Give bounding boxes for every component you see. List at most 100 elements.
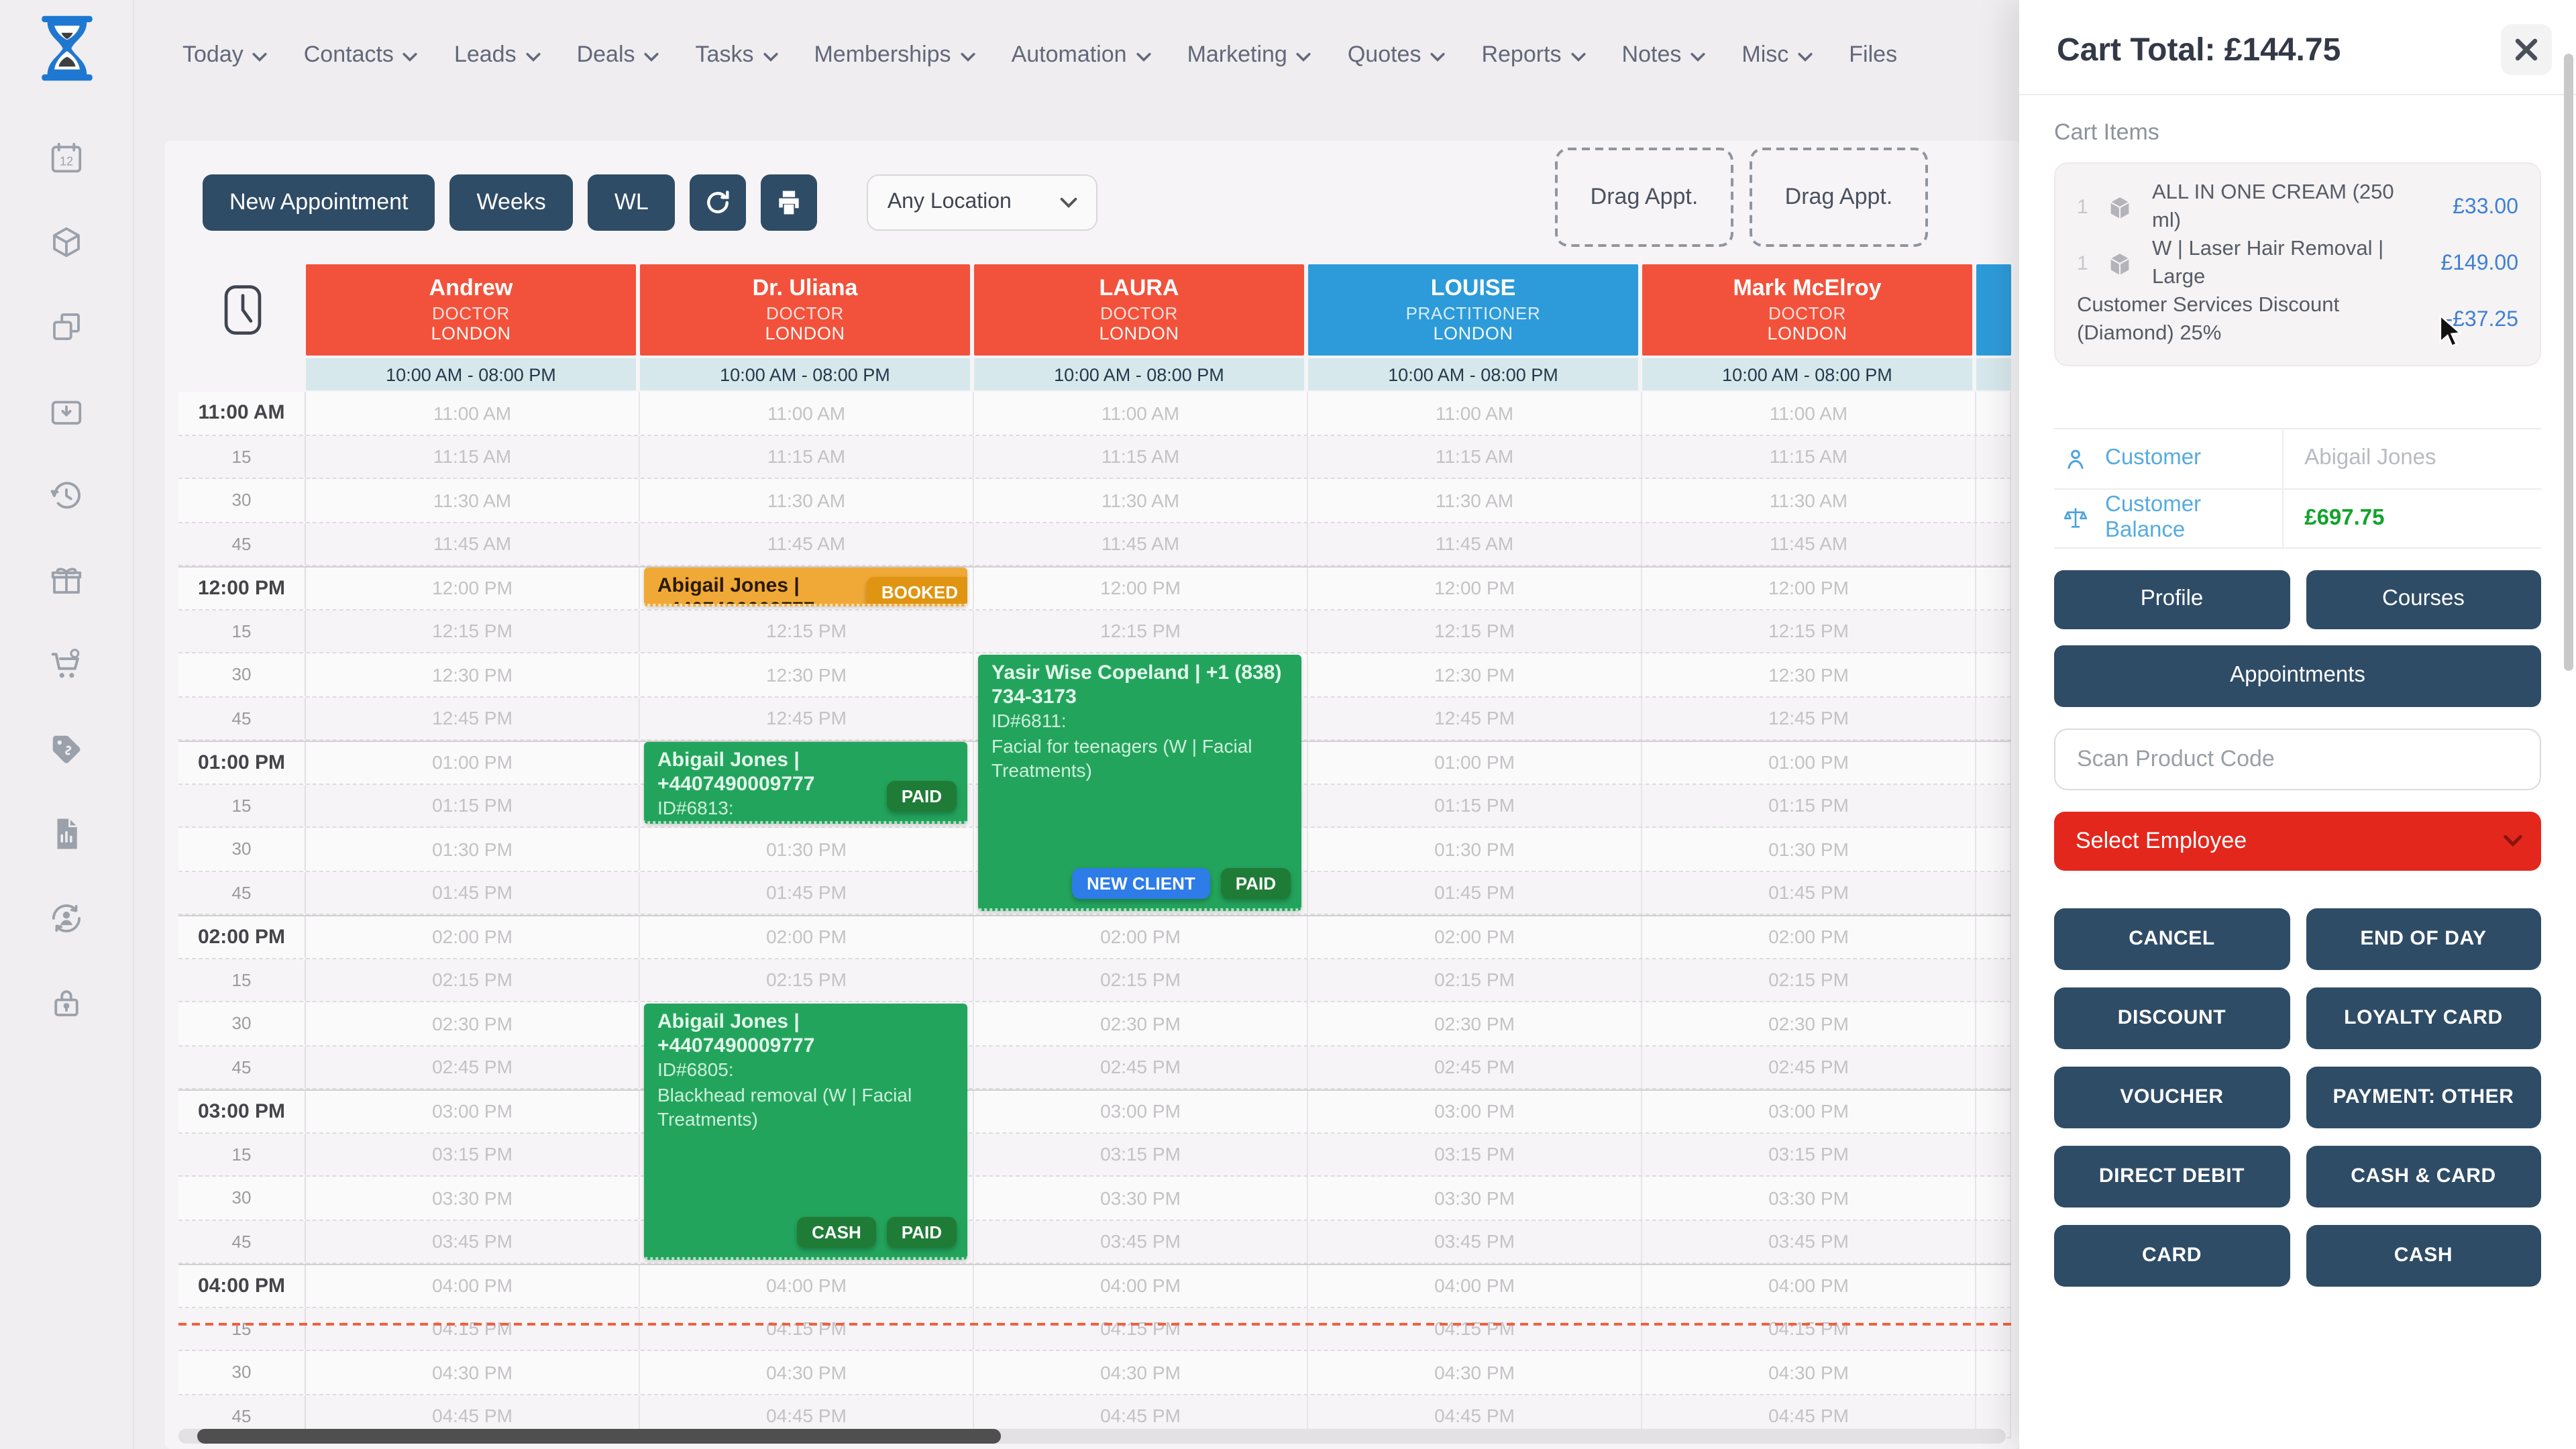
calendar-slot[interactable]: 01:30 PM (1642, 828, 1976, 870)
calendar-slot[interactable]: 04:45 PM (640, 1395, 974, 1437)
cart-item-row[interactable]: 1 ALL IN ONE CREAM (250 ml) £33.00 (2077, 180, 2518, 236)
calendar-slot[interactable]: 12:30 PM (306, 653, 640, 696)
calendar-slot[interactable]: 04:00 PM (974, 1265, 1308, 1306)
calendar-slot[interactable]: 11:15 AM (1642, 435, 1976, 478)
appointments-button[interactable]: Appointments (2054, 645, 2541, 707)
appointment[interactable]: Abigail Jones | +4407490009777ID#6813:La… (644, 742, 967, 824)
calendar-slot[interactable]: 11:15 AM (640, 435, 974, 478)
calendar-slot-partial[interactable] (1976, 1046, 2011, 1088)
staff-column-header[interactable]: Andrew DOCTOR LONDON (306, 264, 636, 356)
direct-debit-button[interactable]: DIRECT DEBIT (2054, 1145, 2290, 1208)
calendar-slot-partial[interactable] (1976, 959, 2011, 1001)
calendar-slot[interactable]: 03:45 PM (306, 1220, 640, 1263)
calendar-slot[interactable]: 04:00 PM (1642, 1265, 1976, 1306)
calendar-slot[interactable]: 12:15 PM (974, 610, 1308, 652)
select-employee-dropdown[interactable]: Select Employee (2054, 811, 2541, 871)
calendar-slot-partial[interactable] (1976, 523, 2011, 565)
calendar-slot[interactable]: 02:45 PM (306, 1046, 640, 1088)
calendar-slot[interactable]: 03:15 PM (1642, 1133, 1976, 1175)
calendar-slot[interactable]: 12:45 PM (1642, 697, 1976, 739)
nav-item-notes[interactable]: Notes (1622, 42, 1706, 68)
calendar-slot[interactable]: 02:00 PM (1308, 916, 1642, 957)
calendar-slot[interactable]: 04:30 PM (974, 1351, 1308, 1393)
customer-balance-row[interactable]: Customer Balance £697.75 (2054, 488, 2541, 547)
calendar-slot[interactable]: 02:00 PM (306, 916, 640, 957)
calendar-slot[interactable]: 11:00 AM (1642, 392, 1976, 434)
calendar-slot[interactable]: 01:45 PM (640, 871, 974, 914)
nav-item-memberships[interactable]: Memberships (814, 42, 975, 68)
end-of-day-button[interactable]: END OF DAY (2306, 908, 2541, 970)
calendar-slot[interactable]: 11:45 AM (306, 523, 640, 565)
calendar-slot[interactable]: 12:45 PM (1308, 697, 1642, 739)
calendar-slot[interactable]: 11:00 AM (974, 392, 1308, 434)
print-button[interactable] (761, 174, 818, 231)
calendar-slot[interactable]: 03:15 PM (974, 1133, 1308, 1175)
calendar-slot[interactable]: 02:45 PM (1308, 1046, 1642, 1088)
calendar-slot-partial[interactable] (1976, 1395, 2011, 1437)
staff-column-header[interactable] (1976, 264, 2011, 356)
calendar-slot[interactable]: 12:30 PM (1642, 653, 1976, 696)
cart-icon[interactable] (48, 647, 85, 683)
nav-item-quotes[interactable]: Quotes (1348, 42, 1446, 68)
calendar-slot[interactable]: 12:15 PM (1642, 610, 1976, 652)
calendar-slot[interactable]: 04:30 PM (1642, 1351, 1976, 1393)
cancel-button[interactable]: CANCEL (2054, 908, 2290, 970)
calendar-slot[interactable]: 02:45 PM (1642, 1046, 1976, 1088)
calendar-slot[interactable]: 04:30 PM (640, 1351, 974, 1393)
loyalty-card-button[interactable]: LOYALTY CARD (2306, 987, 2541, 1049)
drag-appointment-slot[interactable]: Drag Appt. (1555, 148, 1733, 247)
calendar-slot[interactable]: 01:30 PM (640, 828, 974, 870)
calendar-slot[interactable]: 11:45 AM (1308, 523, 1642, 565)
calendar-slot[interactable]: 01:15 PM (1642, 784, 1976, 826)
appointment[interactable]: Yasir Wise Copeland | +1 (838) 734-3173 I… (978, 655, 1301, 911)
lock-icon[interactable] (48, 985, 85, 1021)
calendar-slot[interactable]: 03:00 PM (974, 1091, 1308, 1132)
waitlist-button[interactable]: WL (587, 174, 676, 231)
calendar-slot[interactable]: 02:15 PM (306, 959, 640, 1001)
calendar-slot[interactable]: 12:00 PM (974, 568, 1308, 608)
calendar-slot-partial[interactable] (1976, 742, 2011, 783)
cash-and-card-button[interactable]: CASH & CARD (2306, 1145, 2541, 1208)
gift-icon[interactable] (48, 562, 85, 598)
nav-item-misc[interactable]: Misc (1741, 42, 1813, 68)
calendar-slot[interactable]: 04:15 PM (1642, 1307, 1976, 1350)
calendar-slot[interactable]: 01:00 PM (1308, 742, 1642, 783)
calendar-slot[interactable]: 04:45 PM (306, 1395, 640, 1437)
calendar-slot[interactable]: 01:30 PM (1308, 828, 1642, 870)
calendar-slot-partial[interactable] (1976, 828, 2011, 870)
new-appointment-button[interactable]: New Appointment (203, 174, 435, 231)
calendar-slot[interactable]: 04:15 PM (1308, 1307, 1642, 1350)
calendar-slot[interactable]: 03:00 PM (306, 1091, 640, 1132)
horizontal-scrollbar[interactable] (178, 1429, 2006, 1444)
courses-button[interactable]: Courses (2306, 570, 2541, 629)
calendar-slot[interactable]: 04:00 PM (306, 1265, 640, 1306)
calendar-slot[interactable]: 04:45 PM (974, 1395, 1308, 1437)
calendar-slot[interactable]: 11:15 AM (306, 435, 640, 478)
calendar-slot[interactable]: 04:30 PM (1308, 1351, 1642, 1393)
calendar-slot[interactable]: 12:00 PM (306, 568, 640, 608)
horizontal-scrollbar-thumb[interactable] (197, 1429, 1002, 1444)
calendar-slot[interactable]: 04:45 PM (1642, 1395, 1976, 1437)
drag-appointment-slot[interactable]: Drag Appt. (1750, 148, 1928, 247)
calendar-slot[interactable]: 03:15 PM (306, 1133, 640, 1175)
payment-other-button[interactable]: PAYMENT: OTHER (2306, 1066, 2541, 1128)
calendar-slot[interactable]: 12:15 PM (306, 610, 640, 652)
nav-item-tasks[interactable]: Tasks (696, 42, 778, 68)
calendar-slot-partial[interactable] (1976, 479, 2011, 521)
calendar-slot[interactable]: 12:45 PM (306, 697, 640, 739)
calendar-slot[interactable]: 11:00 AM (640, 392, 974, 434)
calendar-slot[interactable]: 01:00 PM (1642, 742, 1976, 783)
calendar-slot-partial[interactable] (1976, 1177, 2011, 1219)
calendar-slot[interactable]: 02:30 PM (974, 1002, 1308, 1044)
calendar-slot[interactable]: 11:15 AM (974, 435, 1308, 478)
calendar-slot[interactable]: 12:00 PM (1642, 568, 1976, 608)
calendar-slot[interactable]: 02:15 PM (640, 959, 974, 1001)
history-icon[interactable] (48, 478, 85, 514)
cart-discount-row[interactable]: Customer Services Discount (Diamond) 25%… (2077, 292, 2518, 348)
calendar-slot-partial[interactable] (1976, 916, 2011, 957)
calendar-slot[interactable]: 02:15 PM (1642, 959, 1976, 1001)
calendar-slot[interactable]: 11:00 AM (306, 392, 640, 434)
calendar-slot[interactable]: 11:00 AM (1308, 392, 1642, 434)
calendar-slot[interactable]: 03:30 PM (1642, 1177, 1976, 1219)
user-sync-icon[interactable] (48, 900, 85, 936)
